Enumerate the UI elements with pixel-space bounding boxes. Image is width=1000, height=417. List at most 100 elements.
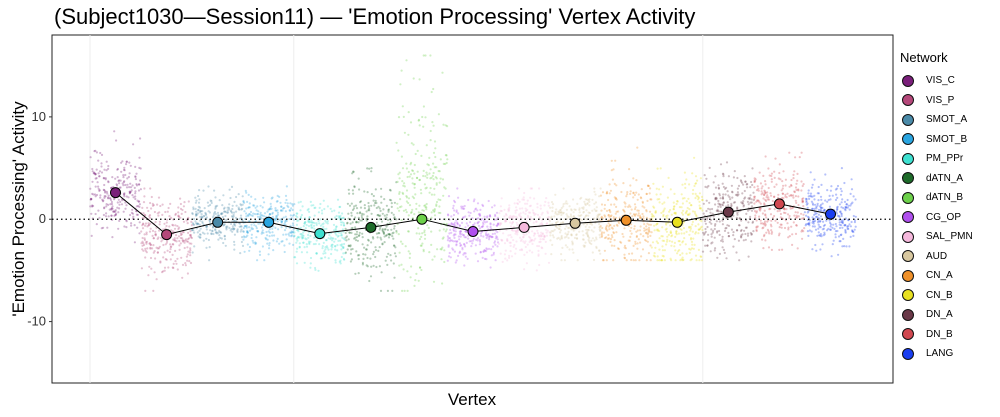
vertex-point (377, 213, 380, 217)
vertex-point (783, 207, 786, 210)
vertex-point (588, 198, 591, 201)
vertex-point (372, 194, 375, 198)
vertex-point (351, 172, 354, 175)
vertex-point (410, 211, 413, 214)
vertex-point (162, 243, 165, 247)
vertex-point (727, 175, 731, 178)
vertex-point (612, 168, 615, 171)
vertex-point (654, 211, 657, 214)
vertex-point (444, 187, 447, 190)
vertex-point (822, 234, 825, 237)
vertex-point (465, 241, 468, 244)
vertex-point (661, 254, 664, 257)
vertex-point (330, 248, 333, 251)
vertex-point (382, 231, 385, 235)
vertex-point (743, 197, 746, 200)
vertex-point (740, 236, 743, 239)
vertex-point (370, 265, 373, 268)
vertex-point (635, 179, 638, 182)
vertex-point (516, 233, 519, 236)
vertex-point (650, 231, 653, 234)
vertex-point (756, 199, 760, 202)
vertex-point (817, 227, 820, 230)
vertex-point (655, 240, 658, 243)
vertex-point (619, 240, 622, 243)
vertex-point (450, 231, 453, 234)
vertex-point (121, 160, 124, 163)
legend-item-cg-op: CG_OP (900, 208, 973, 228)
vertex-point (510, 215, 513, 218)
vertex-point (834, 198, 838, 201)
vertex-point (840, 220, 843, 223)
vertex-point (291, 208, 294, 212)
vertex-point (805, 201, 808, 204)
vertex-point (509, 221, 512, 224)
vertex-point (243, 225, 246, 228)
vertex-point (697, 195, 700, 198)
vertex-point (288, 242, 291, 245)
vertex-point (575, 237, 579, 240)
vertex-point (724, 187, 727, 190)
legend-item-dn-b: DN_B (900, 325, 973, 345)
vertex-point (665, 230, 669, 233)
vertex-point (596, 214, 599, 217)
vertex-point (318, 222, 321, 225)
vertex-point (817, 199, 820, 202)
vertex-point (158, 229, 161, 232)
vertex-point (283, 229, 287, 232)
vertex-point (758, 208, 761, 211)
vertex-point (193, 217, 196, 221)
vertex-point (658, 237, 661, 240)
vertex-point (137, 200, 140, 203)
vertex-point (352, 192, 355, 195)
vertex-point (188, 242, 191, 245)
vertex-point (273, 234, 276, 237)
vertex-point (107, 215, 110, 218)
vertex-point (367, 201, 370, 205)
vertex-point (307, 233, 310, 237)
vertex-point (205, 237, 208, 240)
vertex-point (784, 211, 787, 215)
vertex-point (214, 207, 217, 210)
vertex-point (615, 184, 618, 187)
legend-label: VIS_P (926, 94, 955, 106)
vertex-point (314, 266, 317, 270)
vertex-point (614, 212, 617, 215)
vertex-point (793, 190, 797, 194)
vertex-point (351, 208, 354, 212)
vertex-point (766, 194, 769, 197)
vertex-point (398, 192, 401, 195)
vertex-point (841, 226, 844, 229)
vertex-point (467, 237, 470, 240)
vertex-point (104, 191, 107, 194)
vertex-point (448, 251, 451, 255)
vertex-point (839, 210, 842, 213)
vertex-point (427, 164, 430, 167)
vertex-point (558, 227, 561, 231)
vertex-point (722, 185, 726, 189)
vertex-point (250, 195, 253, 198)
legend-label: SMOT_B (926, 133, 968, 145)
vertex-point (122, 184, 125, 187)
vertex-point (362, 253, 365, 256)
vertex-point (545, 231, 548, 234)
vertex-point (377, 232, 380, 235)
vertex-point (736, 193, 739, 196)
vertex-point (588, 240, 591, 243)
vertex-point (854, 215, 857, 218)
vertex-point (189, 249, 192, 252)
vertex-point (374, 201, 377, 205)
vertex-point (223, 238, 227, 241)
vertex-point (607, 198, 610, 202)
vertex-point (90, 212, 93, 215)
vertex-point (719, 210, 722, 213)
vertex-point (759, 222, 763, 225)
vertex-point (208, 259, 211, 262)
vertex-point (570, 215, 573, 218)
vertex-point (749, 186, 752, 189)
vertex-point (179, 236, 182, 240)
vertex-point (786, 192, 789, 195)
vertex-point (185, 240, 188, 243)
vertex-point (89, 198, 92, 201)
vertex-point (90, 197, 93, 201)
